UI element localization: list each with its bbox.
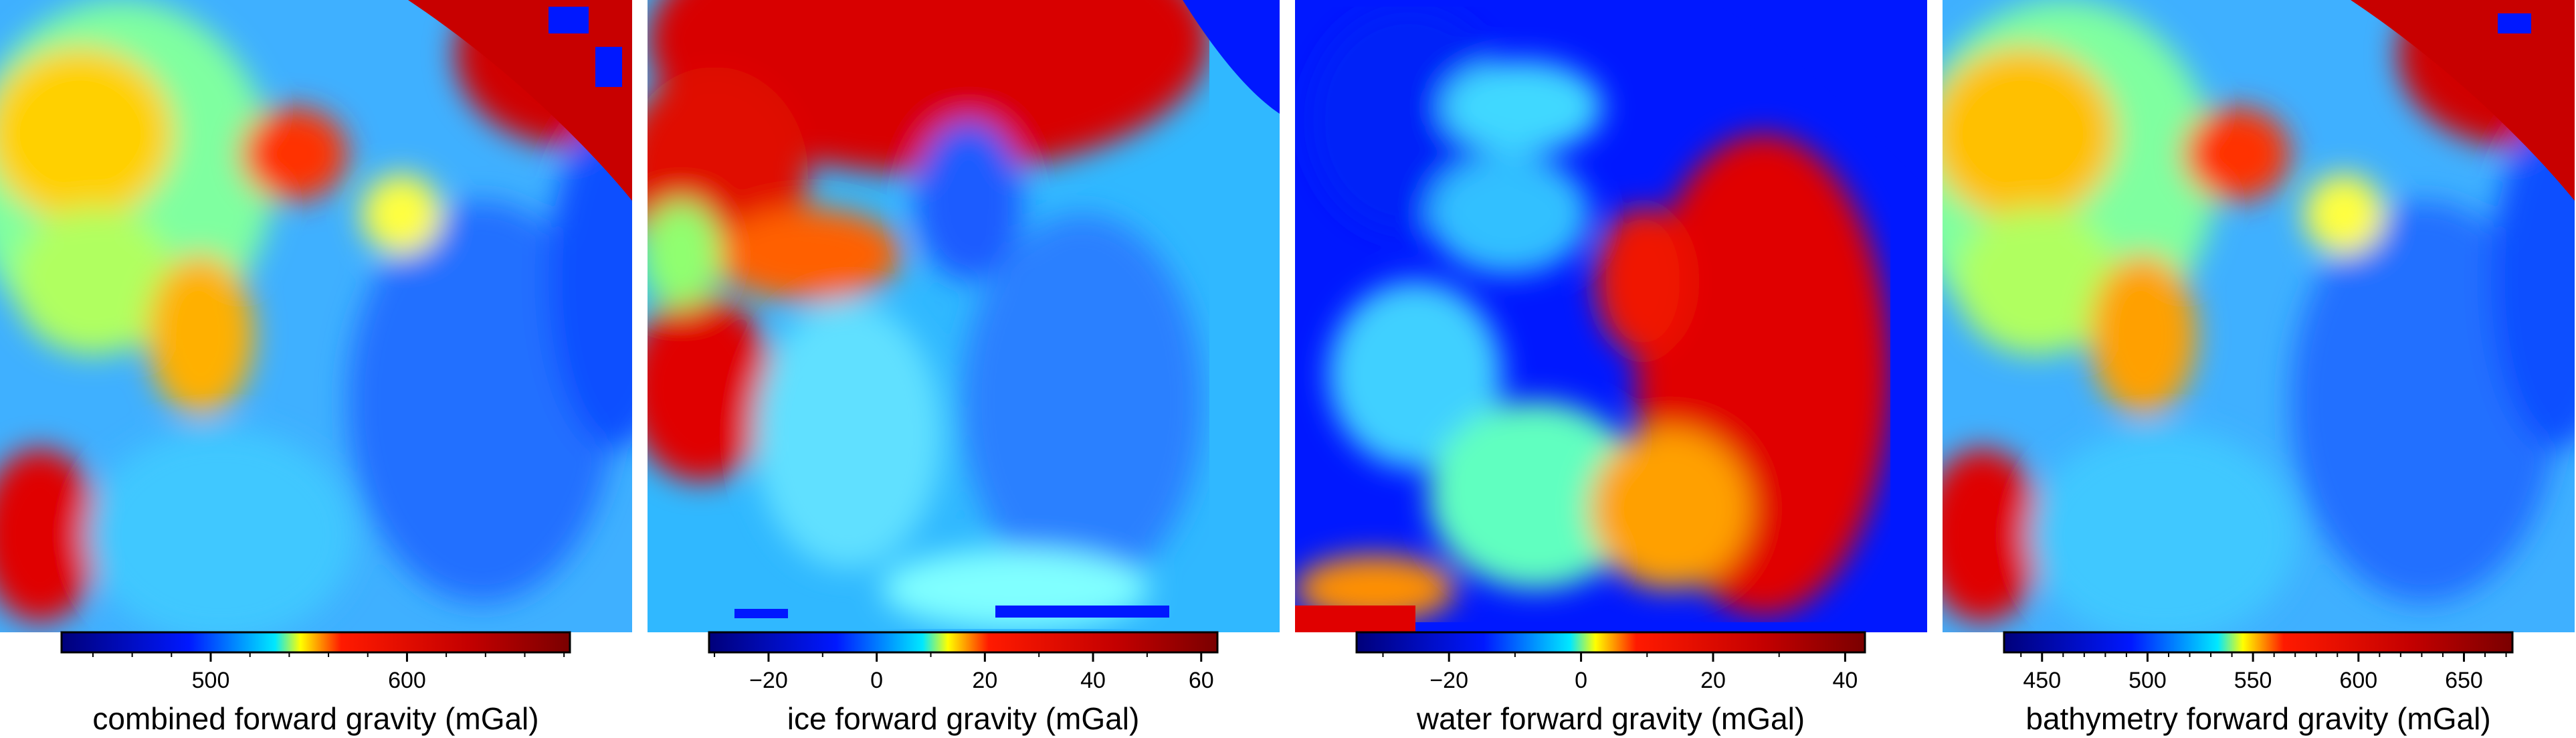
colorbar-tick-label: 0 — [1575, 668, 1587, 693]
colorbar-tick-label: 20 — [972, 668, 997, 693]
colorbar-gradient — [708, 631, 1219, 654]
panel-combined: 500 600 combined forward gravity (mGal) — [0, 0, 632, 738]
colorbar-tick-label: 40 — [1832, 668, 1858, 693]
colorbar-tick-label: 600 — [2339, 668, 2377, 693]
colorbar-tick-label: 600 — [388, 668, 426, 693]
panel-bathymetry: 450 500 550 600 650 bathymetry forward gravit… — [1943, 0, 2575, 738]
colorbar-tick-label: 650 — [2445, 668, 2483, 693]
colorbar-label: ice forward gravity (mGal) — [787, 701, 1140, 736]
colorbar-tick-label: 500 — [2128, 668, 2167, 693]
colorbar-tick-label: 20 — [1700, 668, 1726, 693]
heatmap-bathymetry — [1943, 0, 2575, 632]
colorbar-label: bathymetry forward gravity (mGal) — [2025, 701, 2490, 736]
colorbar-tick-label: −20 — [1429, 668, 1468, 693]
colorbar-tick-label: 40 — [1080, 668, 1106, 693]
colorbar-gradient — [1355, 631, 1866, 654]
colorbar-tick-label: −20 — [749, 668, 788, 693]
colorbar-gradient — [60, 631, 571, 654]
colorbar-tick-label: 0 — [870, 668, 883, 693]
colorbar-tick-label: 450 — [2023, 668, 2061, 693]
colorbar-tick-label: 60 — [1189, 668, 1214, 693]
colorbar-gradient — [2003, 631, 2514, 654]
panel-water: −20 0 20 40 water forward gravity (mGal) — [1295, 0, 1927, 738]
heatmap-ice — [648, 0, 1280, 632]
panel-ice: −20 0 20 40 60 ice forward gravity (mGal) — [648, 0, 1280, 738]
heatmap-combined — [0, 0, 632, 632]
colorbar-tick-label: 500 — [192, 668, 230, 693]
colorbar-label: water forward gravity (mGal) — [1416, 701, 1805, 736]
colorbar-tick-label: 550 — [2234, 668, 2272, 693]
colorbar-label: combined forward gravity (mGal) — [92, 701, 538, 736]
heatmap-water — [1295, 0, 1927, 632]
